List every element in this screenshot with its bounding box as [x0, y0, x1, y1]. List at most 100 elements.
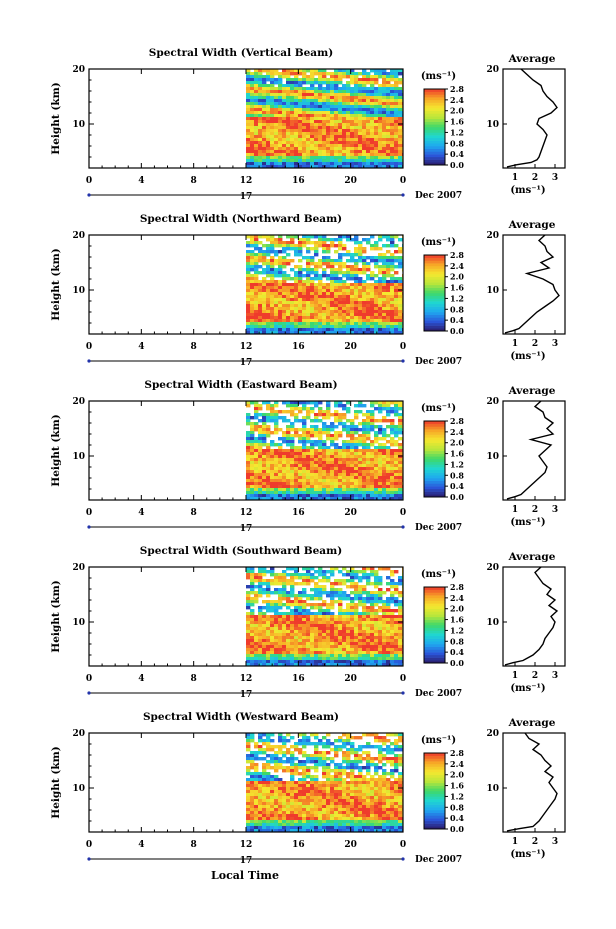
heatmap-cell — [370, 81, 375, 85]
heatmap-cell — [282, 470, 287, 474]
heatmap-cell — [374, 256, 379, 260]
heatmap-cell — [334, 244, 339, 248]
heatmap-cell — [290, 639, 295, 643]
heatmap-cell — [286, 78, 291, 82]
heatmap-cell — [386, 461, 391, 465]
heatmap-cell — [302, 639, 307, 643]
colorbar-segment — [424, 320, 445, 324]
heatmap-cell — [322, 588, 327, 592]
heatmap-cell — [334, 636, 339, 640]
heatmap-cell — [318, 630, 323, 634]
heatmap-cell — [270, 99, 275, 103]
heatmap-cell — [286, 434, 291, 438]
heatmap-cell — [338, 247, 343, 251]
heatmap-cell — [250, 295, 255, 299]
heatmap-cell — [258, 657, 263, 661]
heatmap-cell — [354, 78, 359, 82]
heatmap-cell — [390, 627, 395, 631]
heatmap-cell — [278, 654, 283, 658]
colorbar-segment — [424, 478, 445, 482]
heatmap-cell — [250, 470, 255, 474]
heatmap-cell — [338, 570, 343, 574]
heatmap-cell — [290, 627, 295, 631]
heatmap-cell — [318, 573, 323, 577]
heatmap-cell — [286, 262, 291, 266]
heatmap-cell — [346, 624, 351, 628]
heatmap-cell — [362, 479, 367, 483]
heatmap-cell — [270, 413, 275, 417]
heatmap-cell — [314, 165, 319, 168]
heatmap-cell — [342, 636, 347, 640]
heatmap-cell — [278, 153, 283, 157]
heatmap-cell — [358, 322, 363, 326]
heatmap-cell — [362, 627, 367, 631]
heatmap-cell — [294, 470, 299, 474]
heatmap-cell — [302, 129, 307, 133]
heatmap-cell — [306, 636, 311, 640]
heatmap-cell — [278, 138, 283, 142]
heatmap-cell — [374, 624, 379, 628]
heatmap-cell — [306, 114, 311, 118]
heatmap-cell — [246, 304, 251, 308]
heatmap-cell — [342, 458, 347, 462]
heatmap-cell — [398, 612, 403, 616]
colorbar-segment — [424, 99, 445, 103]
heatmap-cell — [286, 241, 291, 245]
heatmap-cell — [366, 102, 371, 106]
heatmap-cell — [274, 600, 279, 604]
colorbar: 0.00.40.81.21.62.02.42.8 — [423, 250, 464, 336]
heatmap-cell — [278, 576, 283, 580]
heatmap-cell — [274, 132, 279, 136]
heatmap-cell — [266, 633, 271, 637]
heatmap-cell — [294, 485, 299, 489]
heatmap-cell — [306, 271, 311, 275]
heatmap-cell — [338, 497, 343, 500]
heatmap-cell — [326, 458, 331, 462]
heatmap-cell — [270, 268, 275, 272]
heatmap-cell — [346, 603, 351, 607]
heatmap-cell — [390, 609, 395, 613]
heatmap-cell — [306, 331, 311, 334]
heatmap-cell — [398, 630, 403, 634]
heatmap-cell — [382, 141, 387, 145]
heatmap-cell — [362, 307, 367, 311]
heatmap-cell — [286, 298, 291, 302]
heatmap-cell — [390, 331, 395, 334]
heatmap-cell — [330, 639, 335, 643]
heatmap-cell — [378, 316, 383, 320]
heatmap-cell — [310, 576, 315, 580]
heatmap-cell — [322, 310, 327, 314]
heatmap-cell — [386, 467, 391, 471]
heatmap-cell — [310, 111, 315, 115]
heatmap-cell — [374, 497, 379, 500]
heatmap-cell — [258, 241, 263, 245]
heatmap-cell — [398, 259, 403, 263]
heatmap-cell — [334, 165, 339, 168]
heatmap-cell — [310, 579, 315, 583]
heatmap-cell — [398, 654, 403, 658]
heatmap-cell — [270, 238, 275, 242]
heatmap-cell — [334, 461, 339, 465]
heatmap-cell — [322, 470, 327, 474]
heatmap-cell — [278, 645, 283, 649]
heatmap-cell — [382, 331, 387, 334]
heatmap-cell — [346, 132, 351, 136]
heatmap-cell — [282, 274, 287, 278]
heatmap-cell — [278, 476, 283, 480]
heatmap-cell — [370, 111, 375, 115]
heatmap-cell — [386, 162, 391, 166]
heatmap-cell — [338, 159, 343, 163]
heatmap-cell — [318, 488, 323, 492]
heatmap-cell — [290, 102, 295, 106]
heatmap-cell — [366, 72, 371, 76]
heatmap-cell — [298, 434, 303, 438]
heatmap-cell — [358, 147, 363, 151]
heatmap-cell — [262, 331, 267, 334]
heatmap-cell — [322, 162, 327, 166]
heatmap-cell — [354, 425, 359, 429]
heatmap-cell — [302, 289, 307, 293]
heatmap-cell — [246, 491, 251, 495]
heatmap-cell — [322, 144, 327, 148]
heatmap-cell — [314, 111, 319, 115]
heatmap-cell — [258, 482, 263, 486]
